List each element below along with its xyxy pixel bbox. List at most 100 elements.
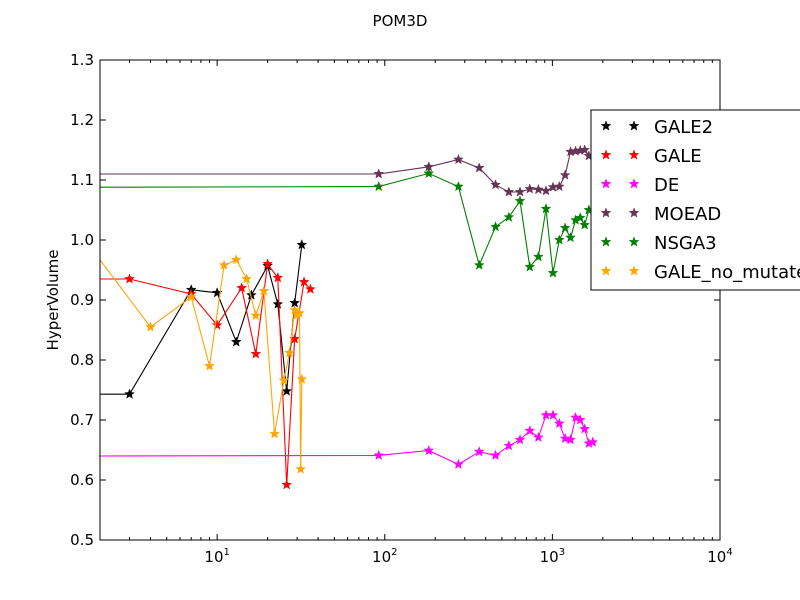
- legend-marker: [628, 178, 640, 189]
- data-point: [503, 211, 515, 222]
- data-point: [296, 373, 308, 384]
- data-point: [553, 180, 565, 192]
- data-point: [532, 431, 544, 443]
- legend-marker: [600, 207, 612, 218]
- data-point: [579, 144, 591, 155]
- y-axis-label: HyperVolume: [44, 250, 62, 351]
- data-point: [473, 446, 485, 457]
- data-point: [296, 239, 308, 250]
- data-point: [553, 417, 565, 429]
- legend-marker: [628, 149, 640, 160]
- legend-label: MOEAD: [654, 204, 721, 225]
- data-point: [295, 463, 307, 474]
- data-point: [473, 259, 485, 270]
- data-point: [514, 195, 526, 206]
- data-point: [490, 221, 501, 232]
- data-point: [304, 283, 316, 294]
- data-point: [574, 414, 586, 425]
- data-point: [579, 423, 591, 434]
- data-point: [289, 304, 301, 315]
- data-point: [587, 436, 599, 447]
- y-tick-label: 1.1: [70, 171, 94, 189]
- data-point: [281, 479, 293, 490]
- legend-marker: [600, 149, 612, 160]
- y-tick-label: 0.7: [70, 411, 94, 429]
- data-point: [204, 360, 215, 371]
- data-point: [284, 347, 295, 358]
- data-point: [532, 183, 544, 195]
- data-point: [503, 440, 515, 451]
- legend-entry: DE: [600, 175, 679, 196]
- chart-title: POM3D: [373, 12, 428, 30]
- data-point: [423, 167, 435, 179]
- y-tick-label: 0.9: [70, 291, 94, 309]
- series-MOEAD: [100, 144, 595, 197]
- legend-marker: [600, 178, 612, 189]
- data-point: [294, 307, 305, 318]
- data-point: [540, 185, 552, 196]
- legend-entry: GALE: [600, 146, 702, 167]
- data-point: [565, 434, 576, 445]
- data-point: [241, 273, 253, 284]
- y-tick-label: 0.8: [70, 351, 94, 369]
- data-point: [262, 258, 274, 269]
- legend-marker: [600, 236, 612, 247]
- data-point: [298, 276, 310, 287]
- data-point: [272, 298, 284, 309]
- data-point: [423, 444, 435, 456]
- legend-label: DE: [654, 175, 679, 196]
- legend-label: GALE2: [654, 117, 713, 138]
- data-point: [230, 336, 242, 347]
- data-point: [579, 219, 591, 230]
- series-GALE2: [100, 239, 308, 399]
- legend-marker: [628, 265, 640, 276]
- y-axis-ticks: 0.5 0.6 0.7 0.8 0.9 1.0 1.1 1.2 1.3: [70, 51, 720, 549]
- legend-marker: [600, 265, 612, 276]
- data-point: [570, 411, 581, 423]
- data-point: [490, 179, 501, 190]
- data-point: [524, 261, 536, 272]
- data-point: [559, 222, 571, 233]
- data-point: [258, 285, 270, 296]
- series-line: [100, 244, 303, 395]
- data-point: [218, 259, 230, 270]
- data-point: [490, 449, 501, 461]
- y-tick-label: 1.2: [70, 111, 94, 129]
- legend: GALE2 GALE DE MOEAD NSGA3 GALE_no_mutate: [590, 109, 800, 291]
- x-tick-label: 102: [372, 547, 397, 566]
- legend-marker: [600, 120, 612, 131]
- data-point: [236, 282, 248, 293]
- data-point: [373, 180, 385, 192]
- data-point: [452, 180, 464, 192]
- data-point: [373, 168, 385, 179]
- legend-entry: GALE_no_mutate: [600, 262, 800, 283]
- series-GALE_no_mutate: [100, 254, 308, 474]
- data-point: [565, 231, 576, 243]
- x-tick-label: 101: [204, 547, 229, 566]
- y-tick-label: 1.0: [70, 231, 94, 249]
- legend-label: GALE: [654, 146, 702, 167]
- y-tick-label: 0.5: [70, 531, 94, 549]
- data-point: [547, 409, 559, 420]
- data-point: [373, 449, 385, 461]
- series-GALE: [100, 258, 316, 490]
- data-point: [553, 234, 565, 245]
- data-point: [269, 428, 280, 439]
- data-point: [145, 321, 156, 332]
- series-line: [100, 262, 311, 485]
- data-point: [524, 425, 536, 436]
- series-line: [100, 172, 590, 274]
- data-point: [524, 183, 536, 194]
- y-tick-label: 1.3: [70, 51, 94, 69]
- data-point: [574, 212, 586, 223]
- data-point: [124, 388, 135, 399]
- data-point: [532, 251, 544, 262]
- data-point: [559, 169, 571, 180]
- data-point: [250, 348, 262, 359]
- y-tick-label: 0.6: [70, 471, 94, 489]
- legend-entry: MOEAD: [600, 204, 721, 225]
- data-point: [272, 272, 284, 283]
- legend-marker: [628, 236, 640, 247]
- data-point: [514, 186, 526, 197]
